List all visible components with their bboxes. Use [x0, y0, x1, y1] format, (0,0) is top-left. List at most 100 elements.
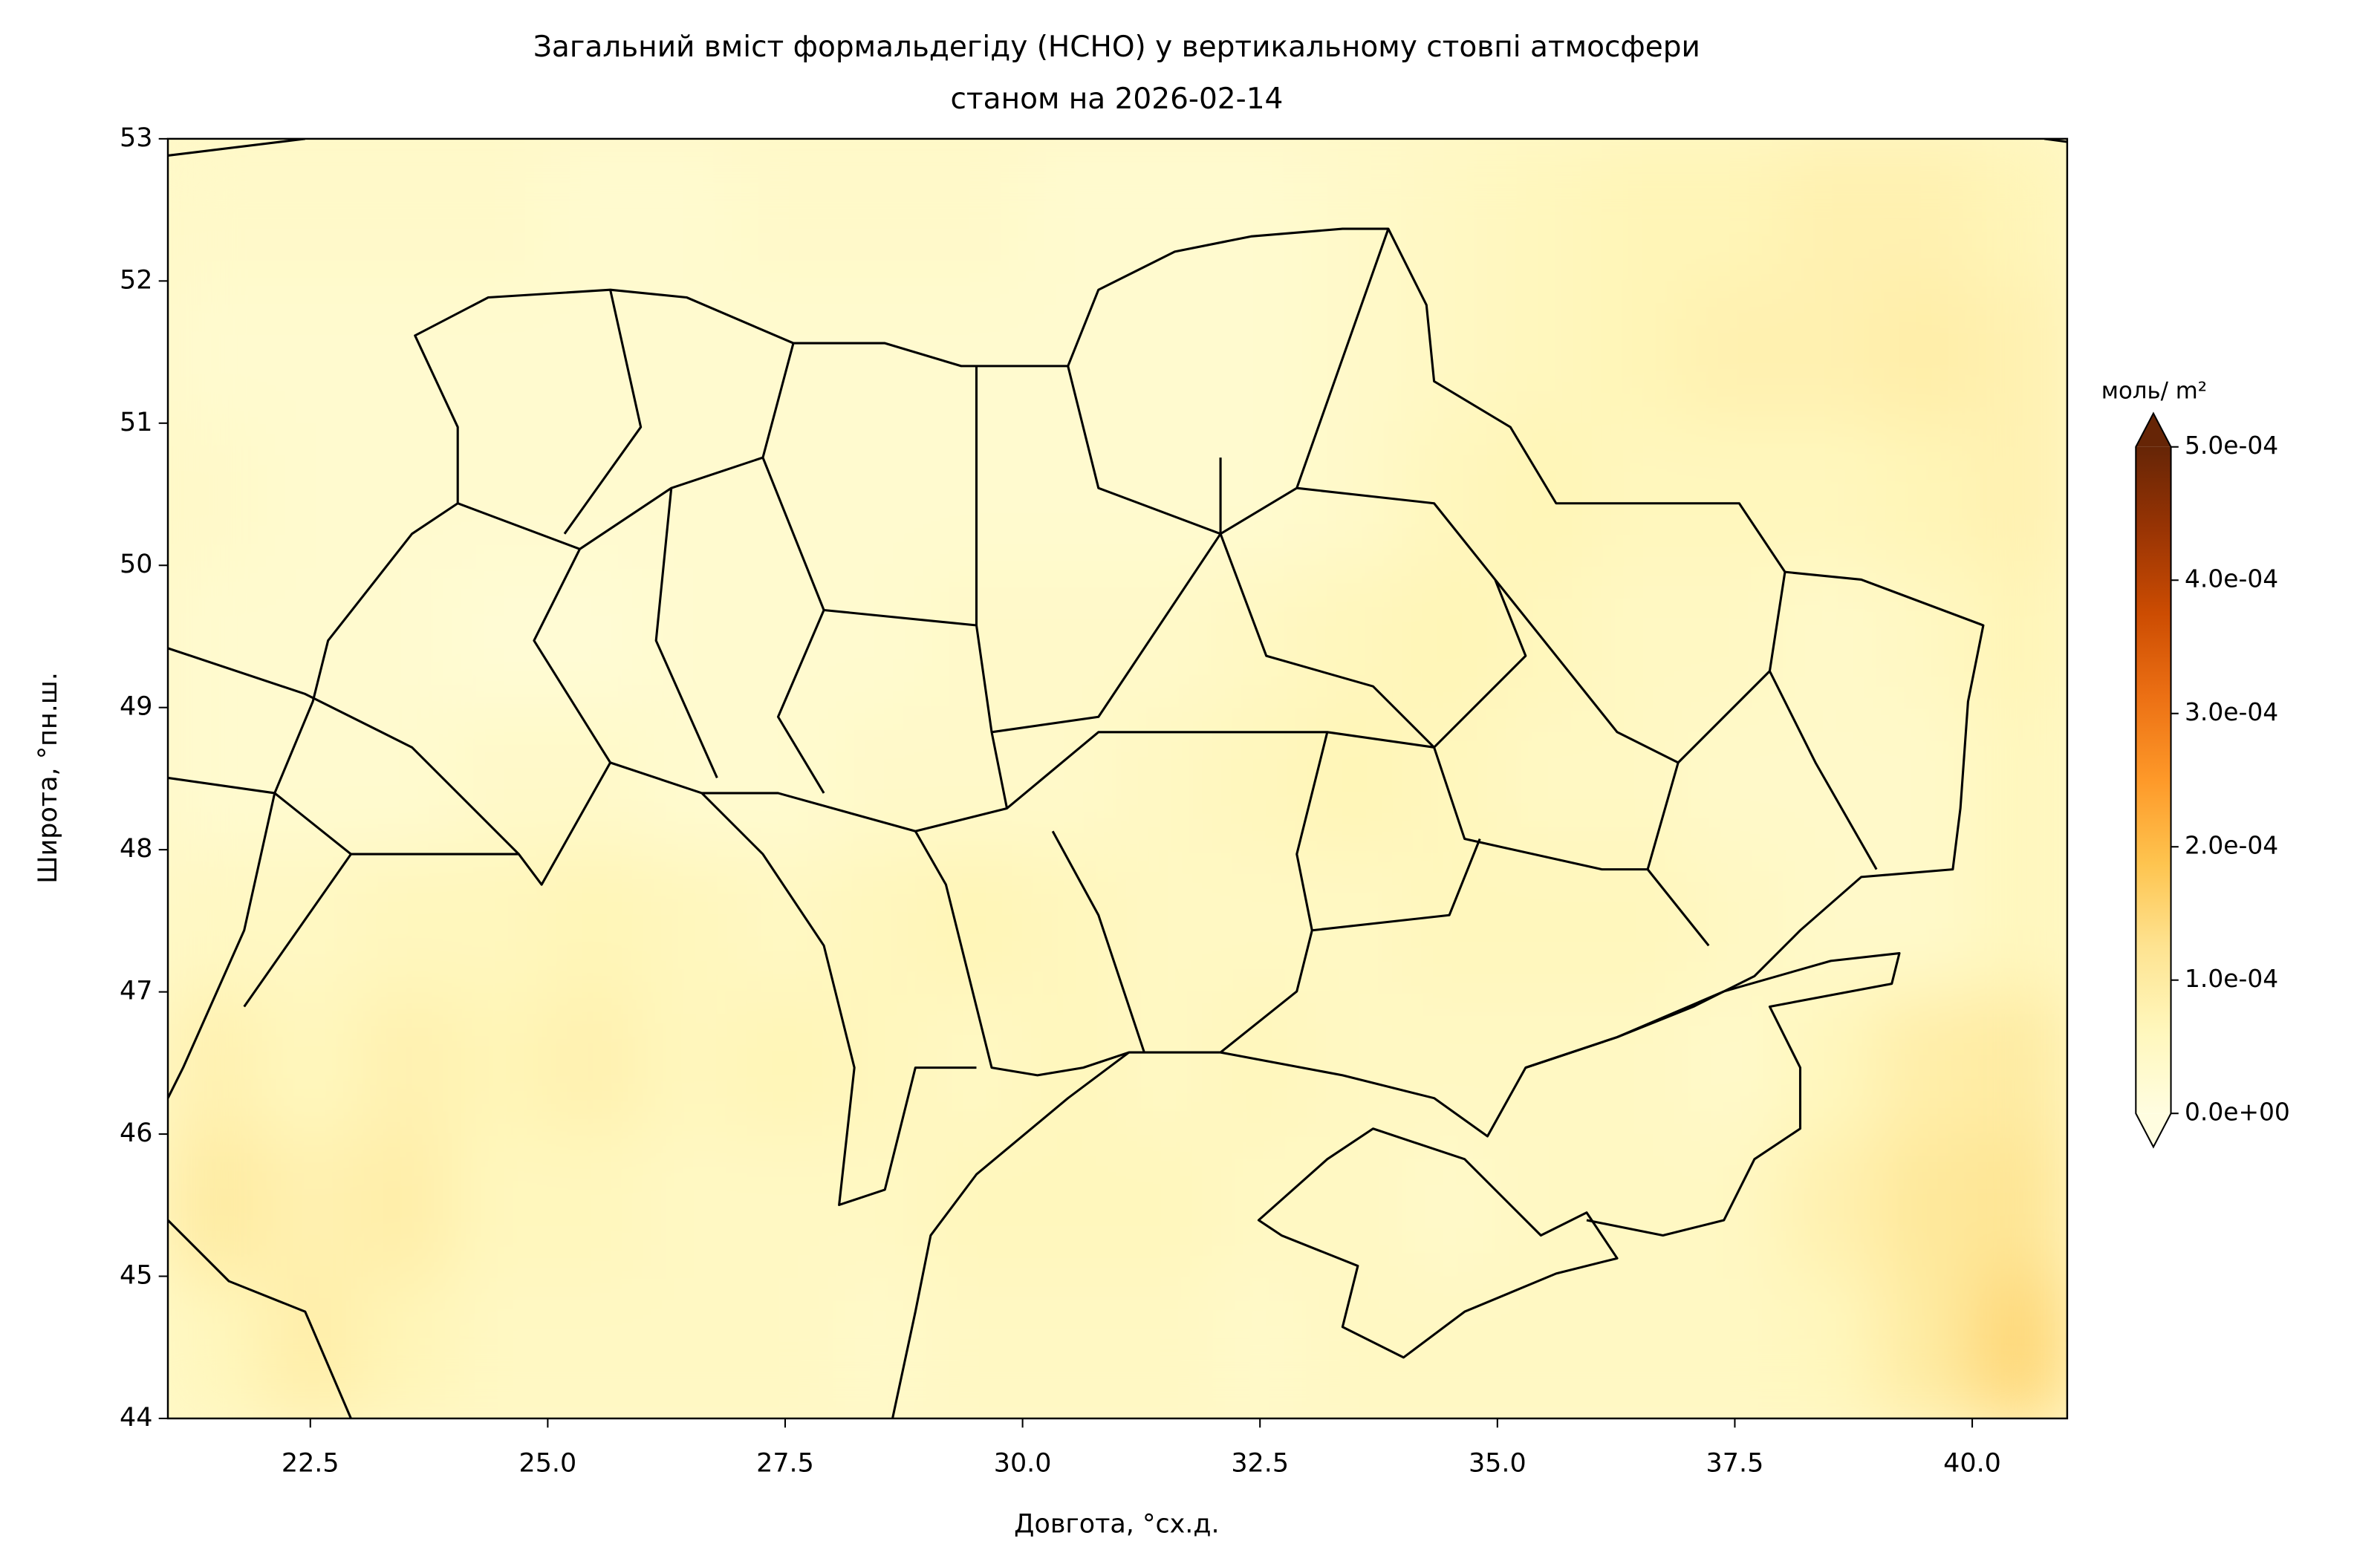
borders [168, 138, 2067, 1418]
cell [831, 1133, 929, 1277]
cell [357, 1275, 454, 1418]
cell [1781, 1133, 1879, 1277]
cell [831, 706, 929, 851]
cell [1116, 280, 1214, 424]
cell [1212, 1275, 1309, 1418]
cell [1212, 280, 1309, 424]
cell [737, 991, 833, 1136]
colorbar-label: моль/ m² [2101, 377, 2207, 404]
cell [1021, 422, 1119, 567]
cell [1686, 280, 1784, 424]
cell [737, 138, 833, 282]
cell [1307, 849, 1404, 993]
cell [452, 1275, 549, 1418]
cell [547, 991, 644, 1136]
cell [1781, 422, 1879, 567]
colorbar-tick-label: 4.0e-04 [2185, 565, 2278, 593]
cell [1116, 1275, 1214, 1418]
azov-coast [1525, 952, 1901, 1237]
colorbar-tick-label: 5.0e-04 [2185, 431, 2278, 460]
cell [1496, 1275, 1593, 1418]
colorbar-ramp [2136, 446, 2171, 1114]
cell [1401, 564, 1498, 708]
cell [1496, 422, 1593, 567]
cell [1116, 564, 1214, 708]
cell [1971, 138, 2067, 282]
cell [737, 422, 833, 567]
cell [926, 138, 1024, 282]
cell [261, 280, 359, 424]
cell [357, 706, 454, 851]
cell [1212, 849, 1309, 993]
cell [1876, 280, 1974, 424]
x-tick-label: 35.0 [1469, 1449, 1526, 1479]
colorbar-tick-label: 3.0e-04 [2185, 698, 2278, 726]
cell [642, 422, 739, 567]
cell [547, 849, 644, 993]
y-tick-label: 52 [120, 265, 152, 295]
cell [1781, 564, 1879, 708]
cell [357, 1133, 454, 1277]
cell [1212, 422, 1309, 567]
cell [1876, 1133, 1974, 1277]
cell [1876, 422, 1974, 567]
cell [1307, 706, 1404, 851]
cell [831, 849, 929, 993]
cell [1686, 991, 1784, 1136]
y-tick-label: 53 [120, 123, 152, 153]
chart-subtitle: станом на 2026-02-14 [950, 82, 1283, 116]
axes-frame [166, 137, 2069, 1420]
cell [547, 138, 644, 282]
colorbar-extend-max [2136, 413, 2171, 447]
cell [737, 564, 833, 708]
ukraine-border [273, 227, 1985, 1138]
cell [1876, 991, 1974, 1136]
cell [1116, 849, 1214, 993]
cell [1212, 706, 1309, 851]
cell [737, 1275, 833, 1418]
x-tick-label: 32.5 [1231, 1449, 1289, 1479]
cell [452, 991, 549, 1136]
cell [452, 138, 549, 282]
cell [1401, 991, 1498, 1136]
cell [642, 564, 739, 708]
west-coast [891, 1051, 1130, 1418]
cell [1591, 706, 1688, 851]
cell [1971, 1275, 2067, 1418]
cell [1591, 849, 1688, 993]
y-tick-label: 46 [120, 1118, 152, 1148]
cell [261, 138, 359, 282]
cell [1591, 138, 1688, 282]
cell [926, 422, 1024, 567]
cell [168, 280, 264, 424]
cell [1021, 1133, 1119, 1277]
cell [168, 706, 264, 851]
cell [1781, 280, 1879, 424]
cell [452, 706, 549, 851]
cell [831, 991, 929, 1136]
cell [926, 564, 1024, 708]
cell [1496, 706, 1593, 851]
cell [831, 564, 929, 708]
cell [926, 849, 1024, 993]
y-tick-label: 49 [120, 692, 152, 722]
colorbar-tick-label: 0.0e+00 [2185, 1098, 2290, 1127]
cell [1591, 280, 1688, 424]
cell [926, 706, 1024, 851]
cell [357, 991, 454, 1136]
cell [261, 991, 359, 1136]
cell [261, 564, 359, 708]
colorbar-tick-label: 2.0e-04 [2185, 832, 2278, 860]
cell [357, 564, 454, 708]
cell [737, 849, 833, 993]
x-tick-label: 27.5 [756, 1449, 814, 1479]
cell [452, 280, 549, 424]
cell [1876, 706, 1974, 851]
x-tick-label: 30.0 [994, 1449, 1052, 1479]
cell [1781, 1275, 1879, 1418]
y-tick-label: 50 [120, 550, 152, 579]
x-axis-label: Довгота, °сх.д. [1014, 1510, 1219, 1540]
cell [168, 991, 264, 1136]
cell [1307, 564, 1404, 708]
cell [1971, 1133, 2067, 1277]
